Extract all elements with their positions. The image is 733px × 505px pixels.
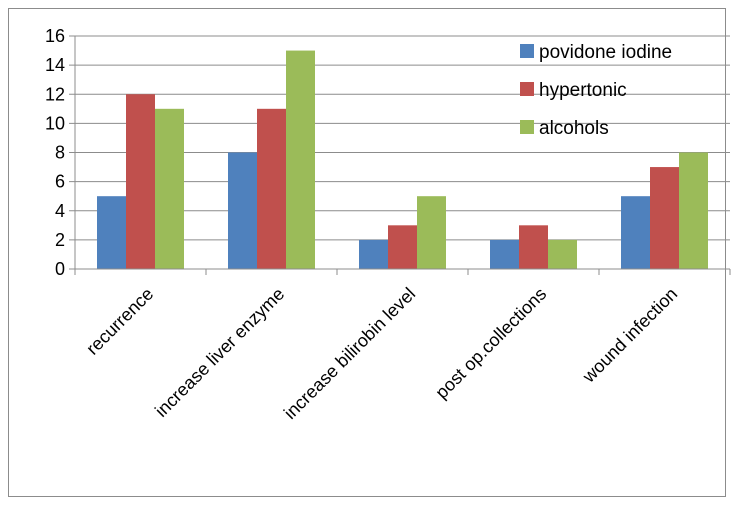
legend-label: hypertonic: [539, 80, 627, 101]
bar-hypertonic: [519, 225, 548, 269]
bar-hypertonic: [257, 108, 286, 269]
legend-label: povidone iodine: [539, 42, 672, 63]
y-tick-label: 10: [45, 113, 65, 133]
bar-povidone-iodine: [490, 239, 519, 269]
y-tick-label: 16: [45, 26, 65, 46]
bar-alcohols: [548, 239, 577, 269]
y-tick-label: 8: [55, 143, 65, 163]
y-tick-label: 6: [55, 172, 65, 192]
bar-hypertonic: [650, 167, 679, 269]
legend-swatch: [520, 120, 534, 134]
x-tick-label: increase liver enzyme: [151, 284, 288, 421]
y-tick-label: 14: [45, 55, 65, 75]
x-tick-label: recurrence: [82, 284, 157, 359]
y-tick-label: 0: [55, 259, 65, 279]
gridlines: [75, 35, 730, 241]
bar-alcohols: [286, 50, 315, 269]
legend-swatch: [520, 82, 534, 96]
bars: [97, 50, 708, 269]
bar-hypertonic: [388, 225, 417, 269]
x-tick-label: increase bilirobin level: [280, 284, 419, 423]
bar-alcohols: [155, 108, 184, 269]
y-tick-label: 12: [45, 84, 65, 104]
legend-label: alcohols: [539, 118, 609, 139]
bar-povidone-iodine: [97, 196, 126, 269]
legend: povidone iodine hypertonic alcohols: [520, 42, 672, 139]
x-tick-label: post op.collections: [431, 284, 550, 403]
bar-povidone-iodine: [228, 152, 257, 269]
bar-povidone-iodine: [621, 196, 650, 269]
bar-povidone-iodine: [359, 239, 388, 269]
bar-alcohols: [679, 152, 708, 269]
y-axis-ticks: 0 2 4 6 8 10 12 14 16: [45, 26, 75, 279]
bar-hypertonic: [126, 94, 155, 269]
legend-swatch: [520, 44, 534, 58]
x-tick-label: wound infection: [578, 284, 681, 387]
y-tick-label: 2: [55, 230, 65, 250]
bar-alcohols: [417, 196, 446, 269]
y-tick-label: 4: [55, 201, 65, 221]
